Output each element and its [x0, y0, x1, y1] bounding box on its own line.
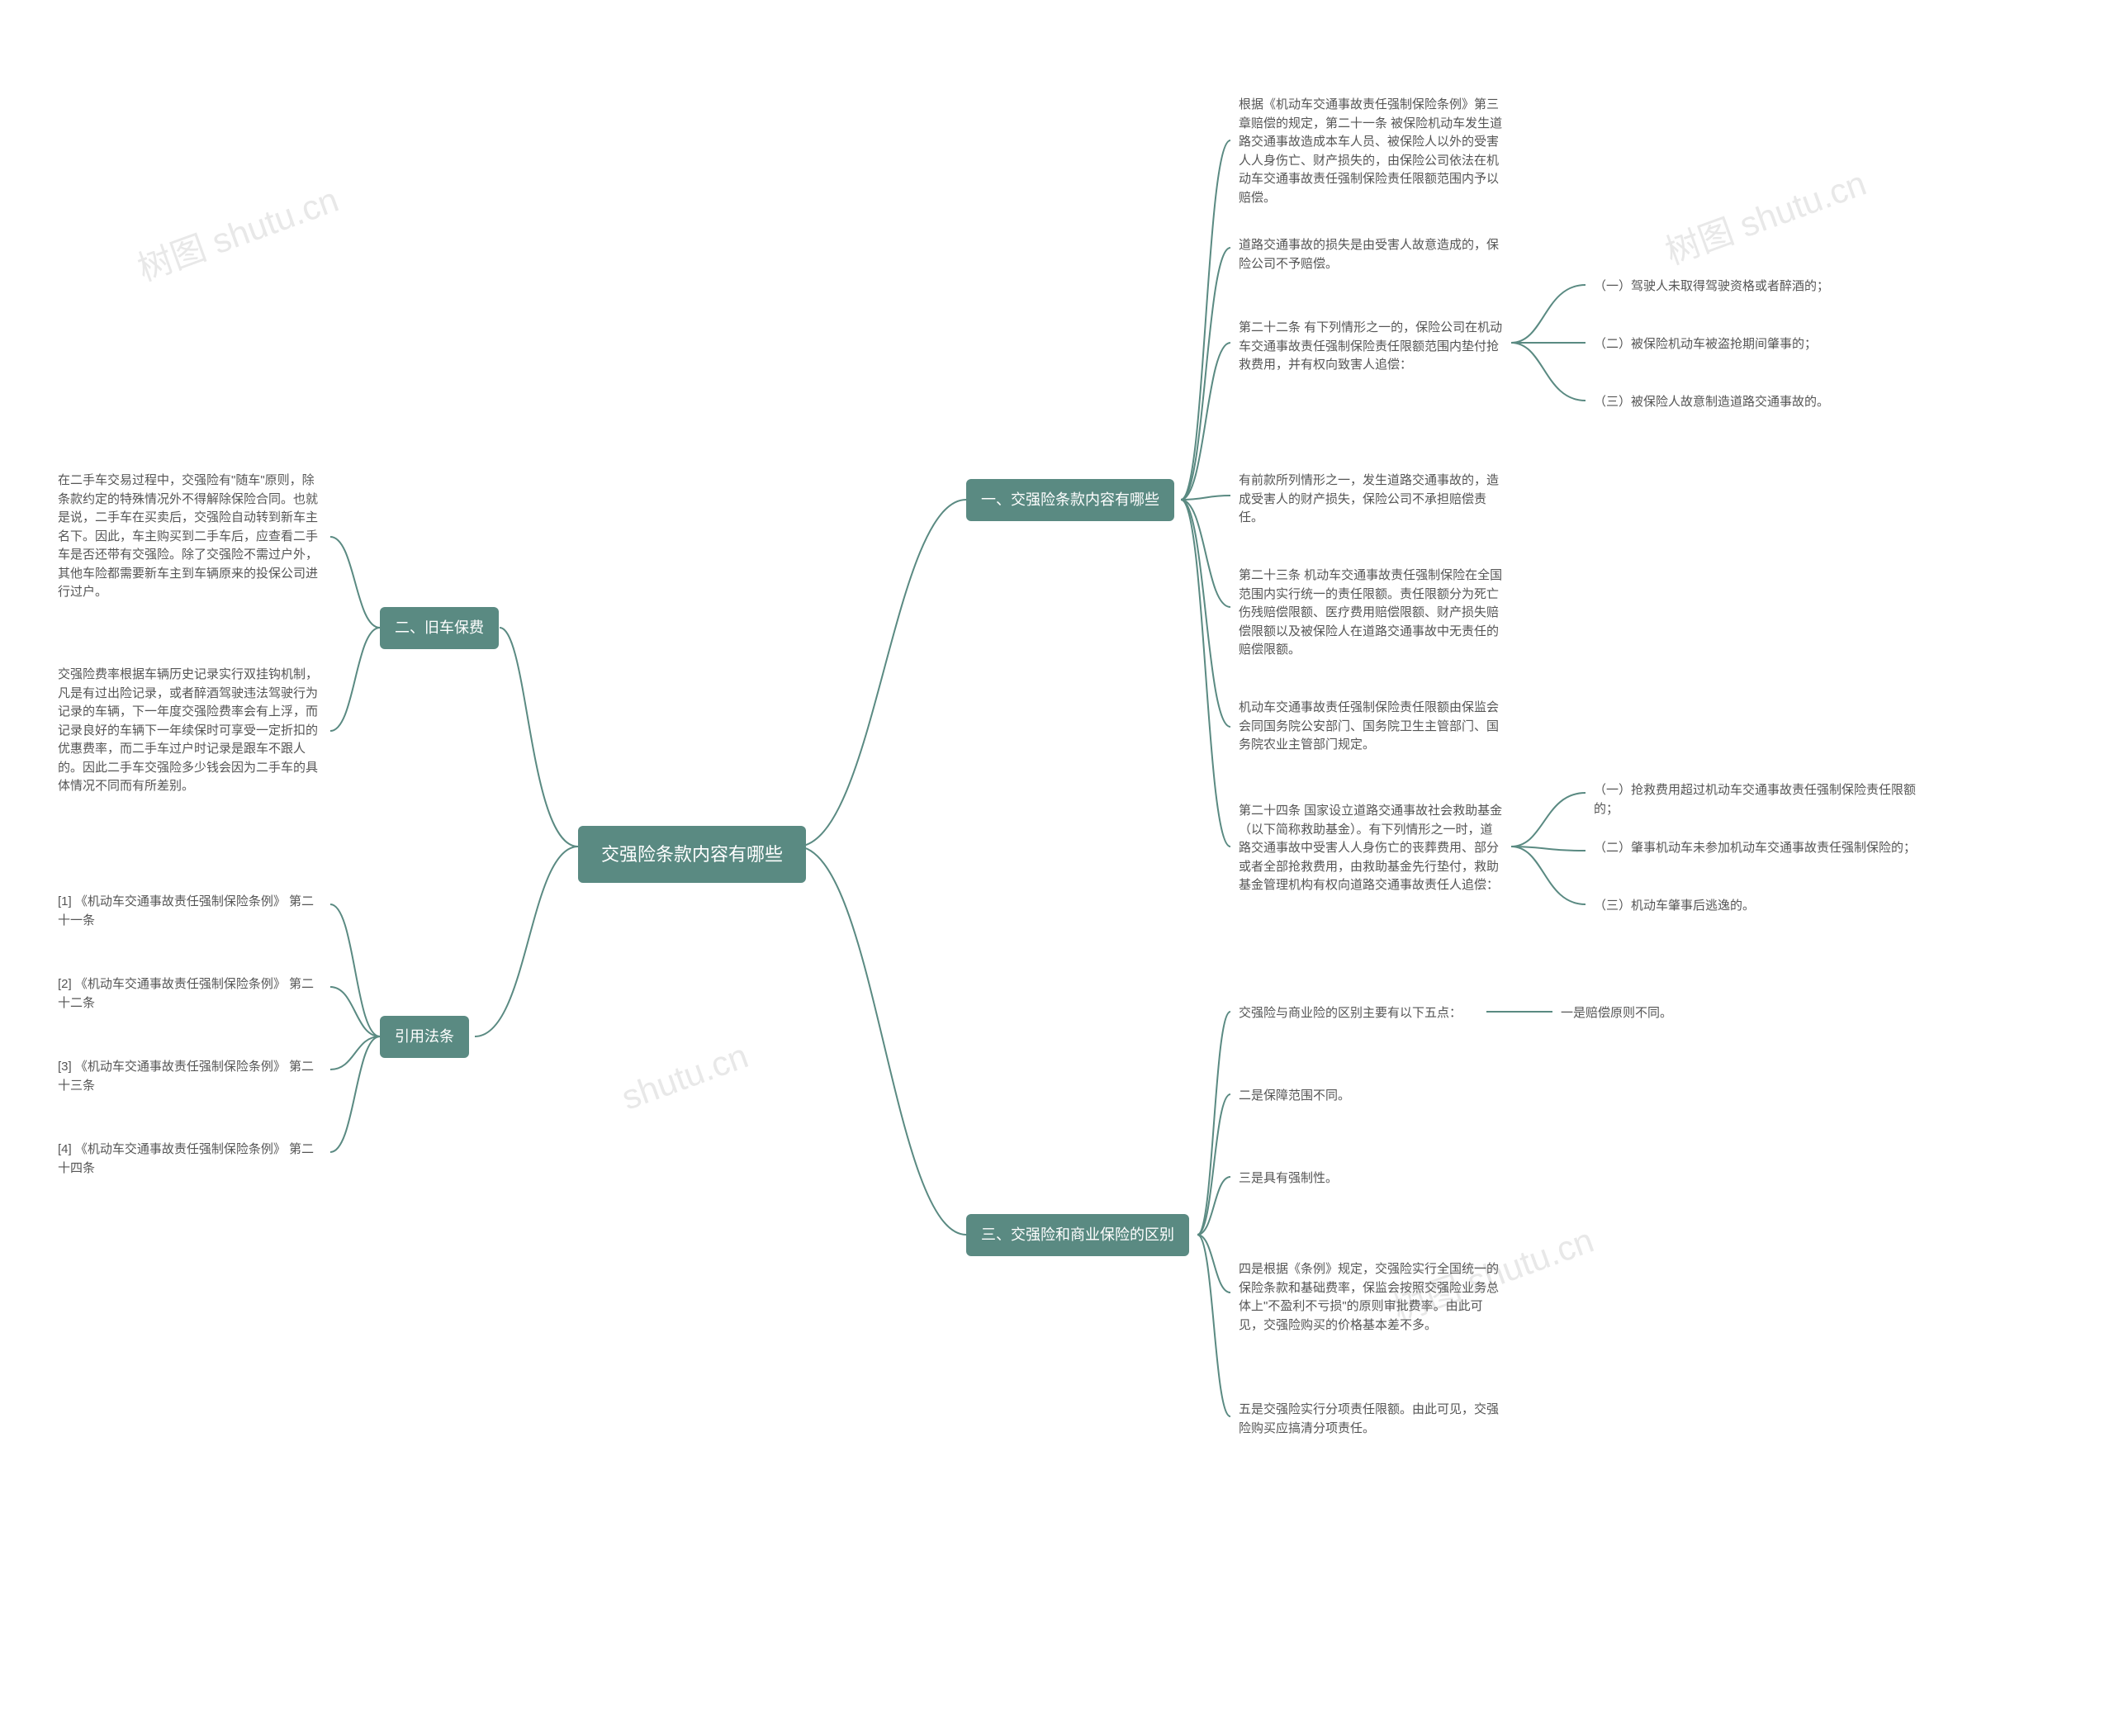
branch-section-3[interactable]: 三、交强险和商业保险的区别: [966, 1214, 1189, 1256]
leaf-node[interactable]: [4] 《机动车交通事故责任强制保险条例》 第二十四条: [50, 1136, 330, 1183]
leaf-node[interactable]: 第二十二条 有下列情形之一的，保险公司在机动车交通事故责任强制保险责任限额范围内…: [1230, 314, 1511, 380]
leaf-node[interactable]: 二是保障范围不同。: [1230, 1082, 1358, 1111]
leaf-node[interactable]: 根据《机动车交通事故责任强制保险条例》第三章赔偿的规定，第二十一条 被保险机动车…: [1230, 91, 1511, 212]
sub-leaf-node[interactable]: 一是赔偿原则不同。: [1552, 999, 1680, 1028]
sub-leaf-node[interactable]: （三）机动车肇事后逃逸的。: [1586, 892, 1763, 921]
branch-section-1[interactable]: 一、交强险条款内容有哪些: [966, 479, 1174, 521]
sub-leaf-node[interactable]: （二）被保险机动车被盗抢期间肇事的；: [1586, 330, 1825, 359]
watermark: 树图 shutu.cn: [130, 172, 344, 291]
branch-references[interactable]: 引用法条: [380, 1016, 469, 1058]
leaf-node[interactable]: 有前款所列情形之一，发生道路交通事故的，造成受害人的财产损失，保险公司不承担赔偿…: [1230, 467, 1511, 533]
sub-leaf-node[interactable]: （一）抢救费用超过机动车交通事故责任强制保险责任限额的；: [1586, 776, 1932, 823]
sub-leaf-node[interactable]: （二）肇事机动车未参加机动车交通事故责任强制保险的；: [1586, 834, 1924, 863]
branch-section-2[interactable]: 二、旧车保费: [380, 607, 499, 649]
leaf-node[interactable]: 在二手车交易过程中，交强险有"随车"原则，除条款约定的特殊情况外不得解除保险合同…: [50, 467, 330, 607]
leaf-node[interactable]: [3] 《机动车交通事故责任强制保险条例》 第二十三条: [50, 1053, 330, 1100]
mindmap-connectors: [0, 0, 2114, 1736]
leaf-node[interactable]: 第二十四条 国家设立道路交通事故社会救助基金（以下简称救助基金）。有下列情形之一…: [1230, 797, 1511, 900]
leaf-node[interactable]: 第二十三条 机动车交通事故责任强制保险在全国范围内实行统一的责任限额。责任限额分…: [1230, 562, 1511, 665]
sub-leaf-node[interactable]: （一）驾驶人未取得驾驶资格或者醉酒的；: [1586, 273, 1837, 301]
leaf-node[interactable]: [1] 《机动车交通事故责任强制保险条例》 第二十一条: [50, 888, 330, 935]
leaf-node[interactable]: [2] 《机动车交通事故责任强制保险条例》 第二十二条: [50, 970, 330, 1017]
leaf-node[interactable]: 四是根据《条例》规定，交强险实行全国统一的保险条款和基础费率，保监会按照交强险业…: [1230, 1255, 1511, 1340]
watermark: 树图 shutu.cn: [1657, 155, 1872, 274]
watermark: shutu.cn: [617, 1036, 754, 1117]
leaf-node[interactable]: 机动车交通事故责任强制保险责任限额由保监会会同国务院公安部门、国务院卫生主管部门…: [1230, 694, 1511, 760]
leaf-node[interactable]: 道路交通事故的损失是由受害人故意造成的，保险公司不予赔偿。: [1230, 231, 1511, 278]
leaf-node[interactable]: 交强险费率根据车辆历史记录实行双挂钩机制，凡是有过出险记录，或者醉酒驾驶违法驾驶…: [50, 661, 330, 801]
root-node[interactable]: 交强险条款内容有哪些: [578, 826, 806, 883]
leaf-node[interactable]: 三是具有强制性。: [1230, 1164, 1346, 1193]
leaf-node[interactable]: 交强险与商业险的区别主要有以下五点：: [1230, 999, 1470, 1028]
leaf-node[interactable]: 五是交强险实行分项责任限额。由此可见，交强险购买应搞清分项责任。: [1230, 1396, 1511, 1443]
sub-leaf-node[interactable]: （三）被保险人故意制造道路交通事故的。: [1586, 388, 1837, 417]
